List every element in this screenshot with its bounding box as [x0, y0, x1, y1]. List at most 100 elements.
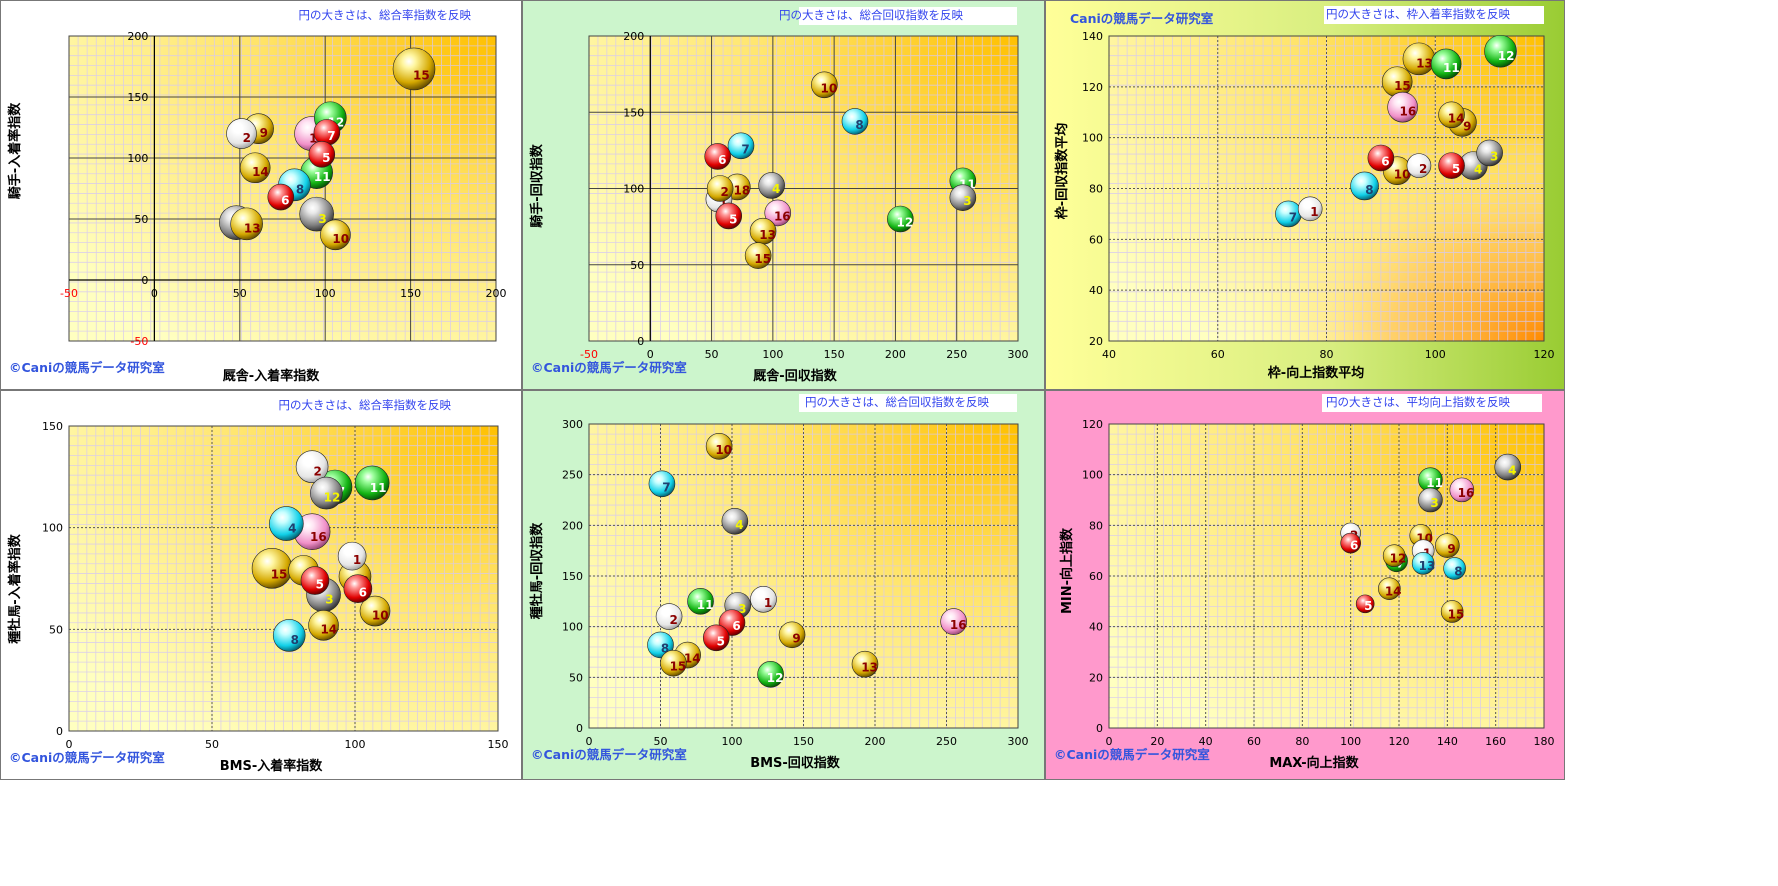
bubble-mark — [1484, 34, 1517, 68]
bubble-mark — [1449, 477, 1475, 503]
y-tick-label: 150 — [623, 106, 644, 119]
bubble-label: 4 — [1508, 464, 1516, 478]
bubble-mark — [1438, 152, 1465, 179]
size-note: 円の大きさは、平均向上指数を反映 — [1326, 395, 1510, 409]
plot-frame — [1108, 423, 1545, 729]
chart-panel-1: -50 0 50 100 150 200 -50 0 50 100 150 200 厩舎-入着率指数 騎手… — [0, 0, 522, 390]
chart-5-svg: 0 50 100 150 200 250 300 0 50 100 150 200 250 300 BMS-… — [529, 394, 1029, 771]
bubble-label: 6 — [732, 619, 740, 633]
bubble-label: 4 — [772, 182, 780, 196]
x-axis-title: 厩舎-入着率指数 — [223, 368, 320, 384]
bubble-10: 10 — [320, 219, 351, 251]
chart-4-svg: 0 50 100 150 0 50 100 150 BMS-入着率指数 種牡馬-入着率指数 円の大き… — [7, 398, 509, 774]
bubble-12: 12 — [1382, 544, 1406, 568]
x-tick-label: 0 — [66, 738, 73, 751]
bubble-label: 11 — [697, 598, 714, 612]
bubble-5: 5 — [702, 624, 730, 652]
bubble-label: 16 — [1400, 104, 1417, 118]
bubble-label: 3 — [963, 194, 971, 208]
bubble-4: 4 — [721, 507, 749, 535]
bubble-5: 5 — [308, 141, 336, 168]
size-note: 円の大きさは、総合率指数を反映 — [299, 8, 472, 22]
x-tick-label: -50 — [60, 287, 78, 300]
bubble-mark — [1430, 48, 1462, 80]
y-tick-label: 150 — [127, 91, 148, 104]
bubble-label: 10 — [821, 81, 838, 95]
bubble-mark — [239, 152, 271, 184]
y-tick-label: 0 — [637, 335, 644, 348]
x-tick-label: 100 — [315, 287, 336, 300]
bubble-label: 1 — [1310, 205, 1318, 219]
bubble-mark — [1367, 144, 1395, 172]
bubble-label: 12 — [324, 491, 341, 505]
bubble-2: 2 — [706, 175, 734, 202]
bubble-13: 13 — [230, 207, 263, 241]
bubble-mark — [1350, 171, 1379, 201]
bubble-mark — [1387, 91, 1418, 123]
bubble-label: 15 — [1448, 607, 1465, 621]
bubble-mark — [744, 242, 772, 269]
bubble-13: 13 — [1402, 42, 1436, 76]
bubble-1: 1 — [750, 586, 777, 613]
bubble-label: 5 — [717, 634, 725, 648]
y-tick-label: 50 — [134, 213, 148, 226]
note-box — [799, 394, 1017, 412]
bubble-mark — [705, 432, 733, 460]
bubble-label: 1 — [719, 196, 727, 210]
bubble-3: 3 — [299, 196, 334, 232]
y-tick-label: 120 — [1082, 418, 1103, 431]
bubble-2: 2 — [295, 450, 329, 483]
x-tick-label: 160 — [1485, 735, 1506, 748]
bubble-mark — [1438, 101, 1465, 129]
bubble-11: 11 — [687, 588, 714, 615]
y-tick-label: 200 — [623, 30, 644, 43]
bubble-label: 2 — [669, 613, 677, 627]
bubble-1: 1 — [337, 541, 367, 571]
plot-frame — [68, 35, 497, 342]
bubble-mark — [660, 649, 687, 677]
x-tick-label: -50 — [580, 348, 598, 361]
copyright-label: ©Caniの競馬データ研究室 — [531, 747, 687, 762]
y-tick-label: 100 — [42, 522, 63, 535]
bubble-mark — [354, 465, 390, 501]
chart-panel-4: 0 50 100 150 0 50 100 150 BMS-入着率指数 種牡馬-入着率指数 円の大き… — [0, 390, 522, 780]
x-tick-label: 200 — [885, 348, 906, 361]
bubble-mark — [1340, 532, 1361, 554]
bubble-7: 7 — [727, 132, 755, 160]
x-tick-label: 80 — [1295, 735, 1309, 748]
bubble-7: 7 — [313, 119, 341, 146]
bubble-7: 7 — [648, 470, 676, 498]
bubble-mark — [295, 450, 329, 483]
y-tick-label: 20 — [1089, 335, 1103, 348]
bubble-mark — [267, 183, 295, 211]
bubble-label: 7 — [662, 480, 670, 494]
bubble-5: 5 — [1438, 152, 1465, 179]
bubble-7: 7 — [1275, 200, 1302, 228]
x-tick-label: 150 — [488, 738, 509, 751]
x-tick-label: 100 — [1340, 735, 1361, 748]
x-tick-label: 100 — [722, 735, 743, 748]
x-tick-label: 20 — [1150, 735, 1164, 748]
bubble-label: 3 — [1490, 149, 1498, 163]
bubble-label: 11 — [314, 170, 331, 184]
bubble-14: 14 — [1438, 101, 1465, 129]
bubble-5: 5 — [300, 566, 330, 595]
x-tick-label: 60 — [1247, 735, 1261, 748]
bubble-label: 15 — [413, 68, 430, 82]
bubble-label: 10 — [715, 443, 732, 457]
bubble-label: 13 — [1419, 559, 1436, 573]
x-tick-label: 0 — [1106, 735, 1113, 748]
y-tick-label: 0 — [1096, 722, 1103, 735]
y-axis-title: 騎手-回収指数 — [529, 143, 545, 227]
bubble-label: 8 — [296, 182, 304, 196]
bubble-mark — [887, 205, 914, 233]
bubble-6: 6 — [704, 143, 731, 170]
y-axis-title: 種牡馬-入着率指数 — [7, 533, 23, 643]
y-tick-label: 60 — [1089, 570, 1103, 583]
bubble-label: 8 — [291, 633, 299, 647]
bubble-13: 13 — [749, 217, 777, 245]
bubble-label: 8 — [1365, 183, 1373, 197]
y-tick-label: -50 — [130, 335, 148, 348]
bubble-6: 6 — [343, 574, 373, 603]
x-tick-label: 120 — [1534, 348, 1555, 361]
